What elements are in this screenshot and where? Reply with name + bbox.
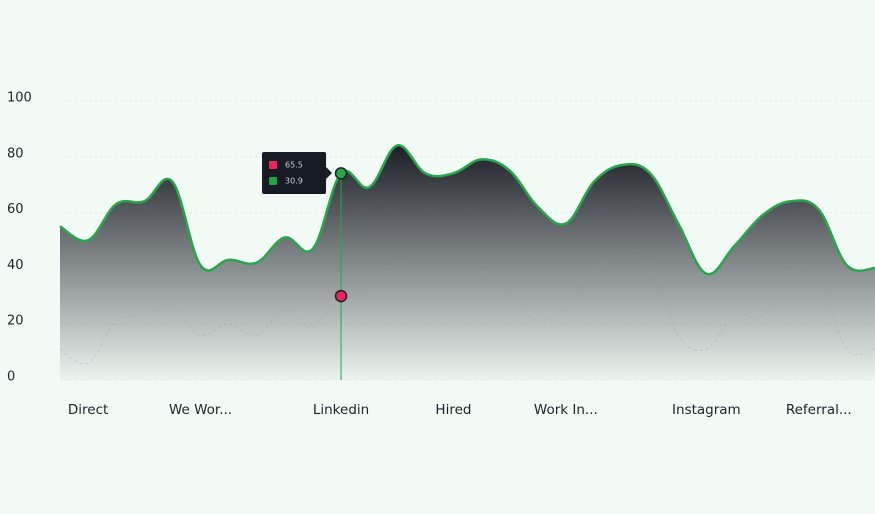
x-tick-label: We Wor... (169, 402, 232, 418)
x-tick-label: Linkedin (313, 402, 369, 418)
x-tick-label: Direct (68, 402, 108, 418)
x-tick-label: Instagram (672, 402, 741, 418)
tooltip-value: 30.9 (285, 177, 303, 186)
y-tick-label: 80 (7, 146, 24, 161)
tooltip-swatch (269, 177, 278, 185)
hover-point (334, 289, 348, 303)
series-line (59, 255, 875, 365)
x-tick-label: Hired (435, 402, 471, 418)
x-tick-label: Work In... (534, 402, 598, 418)
y-tick-label: 100 (7, 91, 32, 106)
hover-point (334, 167, 348, 180)
y-tick-label: 20 (7, 314, 24, 329)
y-tick-label: 0 (7, 370, 15, 385)
tooltip: 65.5 30.9 (262, 152, 333, 194)
tooltip-value: 65.5 (285, 161, 303, 170)
tooltip-box (262, 152, 327, 194)
y-tick-label: 40 (7, 258, 24, 273)
x-tick-label: Referral... (786, 402, 852, 418)
series-line (59, 144, 875, 276)
area-fill (60, 145, 875, 380)
tooltip-arrow (326, 167, 333, 179)
tooltip-swatch (269, 161, 278, 169)
y-tick-label: 60 (7, 202, 24, 217)
